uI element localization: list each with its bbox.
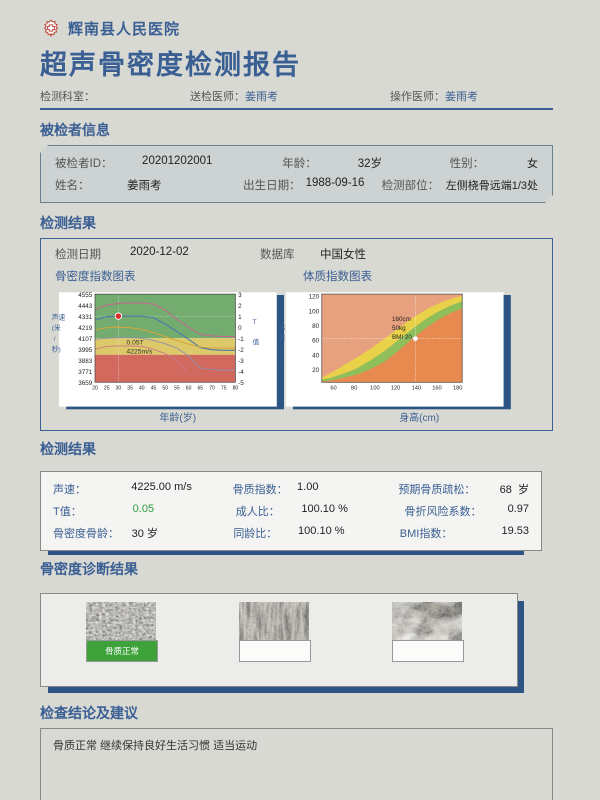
svg-text:65: 65 bbox=[197, 386, 203, 392]
svg-text:g: g bbox=[278, 357, 282, 364]
svg-text:2: 2 bbox=[238, 303, 242, 310]
svg-text:60: 60 bbox=[312, 338, 320, 345]
svg-text:25: 25 bbox=[104, 386, 110, 392]
svg-text:体: 体 bbox=[279, 323, 286, 332]
svg-text:140: 140 bbox=[412, 386, 421, 392]
svg-text:100: 100 bbox=[309, 308, 320, 315]
svg-text:0: 0 bbox=[238, 325, 242, 332]
svg-text:80: 80 bbox=[312, 323, 320, 330]
svg-text:40: 40 bbox=[312, 352, 320, 359]
svg-text:BMI 20: BMI 20 bbox=[392, 334, 412, 341]
svg-text:4219: 4219 bbox=[78, 325, 93, 332]
svg-text:45: 45 bbox=[151, 386, 157, 392]
svg-text:100: 100 bbox=[370, 386, 379, 392]
svg-text:): ) bbox=[278, 365, 280, 372]
svg-text:80: 80 bbox=[351, 386, 357, 392]
svg-text:0.05T: 0.05T bbox=[127, 340, 144, 347]
svg-text:4225m/s: 4225m/s bbox=[127, 349, 154, 356]
svg-text:180: 180 bbox=[453, 386, 462, 392]
svg-text:秒): 秒) bbox=[52, 345, 61, 354]
svg-text:3: 3 bbox=[238, 292, 242, 299]
svg-text:55: 55 bbox=[174, 386, 180, 392]
svg-text:3771: 3771 bbox=[78, 369, 93, 376]
svg-text:20: 20 bbox=[312, 367, 320, 374]
svg-text:-3: -3 bbox=[238, 358, 244, 365]
svg-text:160: 160 bbox=[432, 386, 441, 392]
svg-text:4555: 4555 bbox=[78, 292, 93, 299]
svg-text:4443: 4443 bbox=[78, 303, 93, 310]
svg-text:值: 值 bbox=[253, 338, 260, 347]
svg-text:3883: 3883 bbox=[78, 358, 93, 365]
svg-text:-2: -2 bbox=[238, 347, 244, 354]
svg-text:70: 70 bbox=[209, 386, 215, 392]
svg-text:/: / bbox=[54, 336, 56, 343]
svg-text:3659: 3659 bbox=[78, 380, 93, 387]
svg-text:50kg: 50kg bbox=[392, 325, 406, 332]
svg-text:-5: -5 bbox=[238, 380, 244, 387]
svg-text:30: 30 bbox=[116, 386, 122, 392]
svg-text:120: 120 bbox=[391, 386, 400, 392]
svg-text:-1: -1 bbox=[238, 336, 244, 343]
svg-text:50: 50 bbox=[162, 386, 168, 392]
svg-text:声速: 声速 bbox=[52, 312, 66, 321]
svg-text:75: 75 bbox=[221, 386, 227, 392]
svg-text:60: 60 bbox=[186, 386, 192, 392]
svg-text:T: T bbox=[253, 319, 257, 326]
svg-text:35: 35 bbox=[127, 386, 133, 392]
svg-text:4107: 4107 bbox=[78, 336, 93, 343]
svg-text:(米: (米 bbox=[52, 323, 61, 332]
svg-text:160cm: 160cm bbox=[392, 316, 411, 323]
svg-text:-4: -4 bbox=[238, 369, 244, 376]
svg-text:4331: 4331 bbox=[78, 314, 93, 321]
svg-text:120: 120 bbox=[309, 294, 320, 301]
svg-text:40: 40 bbox=[139, 386, 145, 392]
svg-text:20: 20 bbox=[92, 386, 98, 392]
svg-text:(k: (k bbox=[278, 346, 284, 353]
svg-text:重: 重 bbox=[279, 334, 286, 342]
svg-text:60: 60 bbox=[330, 386, 336, 392]
svg-text:80: 80 bbox=[233, 386, 239, 392]
svg-text:3995: 3995 bbox=[78, 347, 93, 354]
svg-text:1: 1 bbox=[238, 314, 242, 321]
